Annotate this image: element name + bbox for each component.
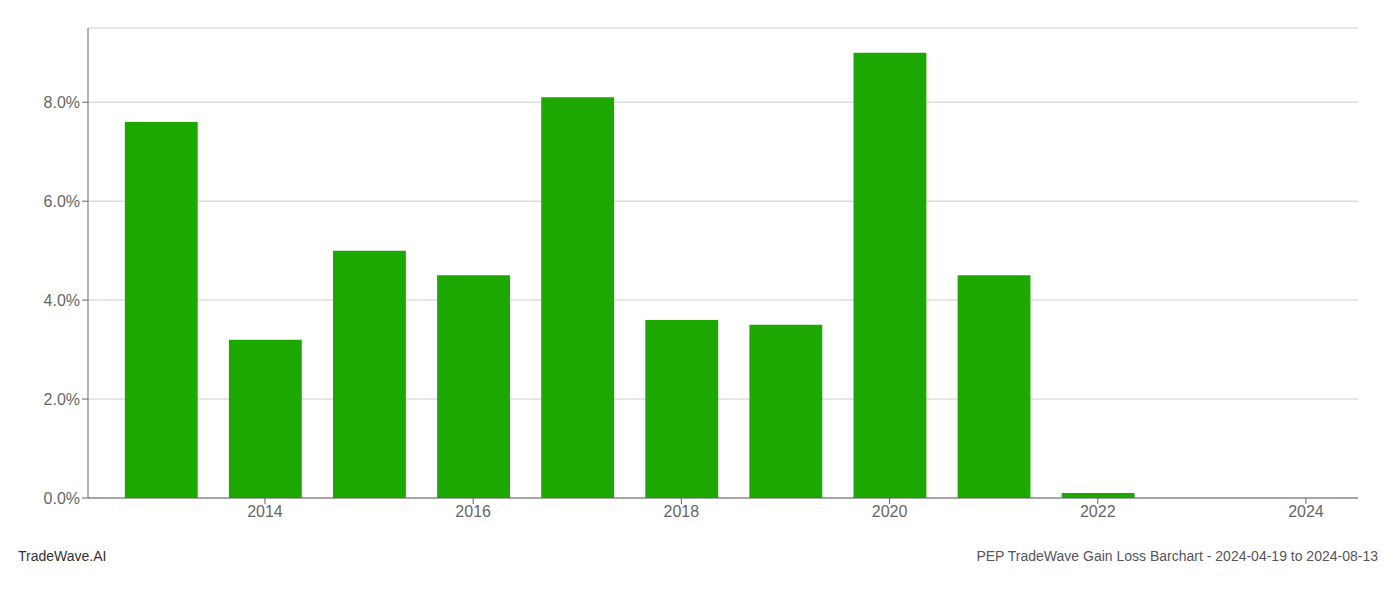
svg-text:2022: 2022 (1080, 503, 1116, 520)
svg-text:2024: 2024 (1288, 503, 1324, 520)
svg-text:0.0%: 0.0% (44, 490, 80, 507)
svg-text:8.0%: 8.0% (44, 94, 80, 111)
html-text:PEP TradeWave Gain Loss Barcha: PEP TradeWave Gain Loss Barchart - 2024-… (976, 548, 1378, 564)
svg-text:2014: 2014 (247, 503, 283, 520)
html-text:TradeWave.AI: TradeWave.AI (18, 548, 107, 564)
svg-text:6.0%: 6.0% (44, 193, 80, 210)
svg-text:2016: 2016 (455, 503, 491, 520)
svg-text:2020: 2020 (872, 503, 908, 520)
svg-text:2.0%: 2.0% (44, 391, 80, 408)
svg-text:4.0%: 4.0% (44, 292, 80, 309)
svg-text:2018: 2018 (664, 503, 700, 520)
